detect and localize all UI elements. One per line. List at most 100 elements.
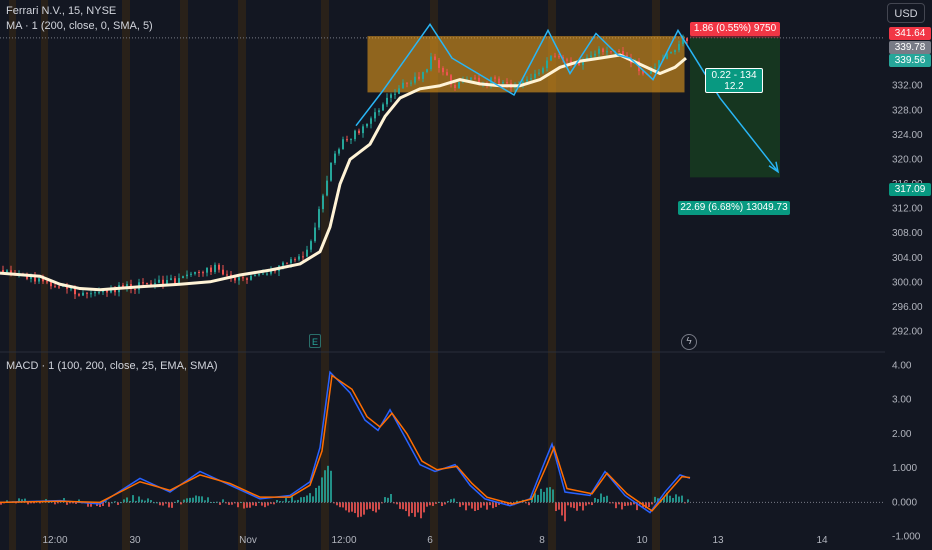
macd-histogram-bar: [87, 502, 89, 507]
candle-body: [98, 292, 100, 294]
candle-body: [450, 75, 452, 85]
macd-histogram-bar: [315, 487, 317, 503]
candle-body: [406, 82, 408, 84]
candle-body: [282, 262, 284, 266]
macd-histogram-bar: [486, 502, 488, 510]
macd-histogram-bar: [489, 502, 491, 506]
macd-histogram-bar: [90, 502, 92, 507]
candle-body: [338, 149, 340, 154]
macd-histogram-bar: [552, 489, 554, 503]
candle-body: [494, 77, 496, 79]
currency-button[interactable]: USD: [887, 3, 925, 23]
macd-histogram-bar: [354, 502, 356, 514]
macd-indicator-label[interactable]: MACD · 1 (100, 200, close, 25, EMA, SMA): [6, 360, 218, 372]
macd-histogram-bar: [567, 502, 569, 506]
macd-histogram-bar: [534, 493, 536, 503]
candle-body: [298, 256, 300, 260]
macd-histogram-bar: [657, 498, 659, 503]
candle-body: [82, 292, 84, 296]
macd-histogram-bar: [123, 499, 125, 503]
macd-histogram-bar: [396, 502, 398, 505]
candle-body: [422, 72, 424, 79]
candle-body: [314, 227, 316, 242]
lightning-icon[interactable]: ϟ: [681, 334, 697, 350]
ma-indicator-label[interactable]: MA · 1 (200, close, 0, SMA, 5): [6, 20, 153, 32]
stop-price-tag: 341.64: [889, 27, 931, 40]
price-axis-tick: 304.00: [892, 253, 923, 264]
macd-histogram-bar: [564, 502, 566, 522]
macd-histogram-bar: [432, 502, 434, 506]
macd-histogram-bar: [366, 502, 368, 510]
macd-histogram-bar: [276, 500, 278, 503]
candle-body: [678, 44, 680, 51]
macd-histogram-bar: [126, 497, 128, 503]
candle-body: [402, 82, 404, 89]
macd-histogram-bar: [498, 502, 500, 505]
candle-body: [114, 289, 116, 293]
risk-reward-label[interactable]: 0.22 - 134 12.2: [705, 68, 763, 93]
macd-histogram-bar: [402, 502, 404, 510]
time-axis-tick: Nov: [239, 535, 257, 546]
macd-histogram-bar: [165, 502, 167, 504]
macd-histogram-bar: [303, 496, 305, 503]
macd-histogram-bar: [468, 502, 470, 506]
macd-histogram-bar: [360, 502, 362, 517]
symbol-title: Ferrari N.V., 15, NYSE: [6, 5, 117, 17]
candle-body: [666, 53, 668, 59]
macd-histogram-bar: [222, 499, 224, 503]
macd-histogram-bar: [75, 502, 77, 504]
macd-histogram-bar: [135, 500, 137, 503]
macd-histogram-bar: [363, 502, 365, 515]
candle-body: [526, 79, 528, 82]
risk-label: 1.86 (0.55%) 9750: [690, 22, 780, 36]
price-axis-tick: 308.00: [892, 228, 923, 239]
macd-histogram-bar: [6, 500, 8, 503]
macd-histogram-bar: [549, 487, 551, 503]
macd-histogram-bar: [273, 502, 275, 505]
macd-histogram-bar: [543, 491, 545, 503]
time-axis-tick: 12:00: [42, 535, 67, 546]
macd-histogram-bar: [666, 492, 668, 503]
session-band: [652, 0, 660, 550]
candle-body: [150, 283, 152, 285]
macd-histogram-bar: [414, 502, 416, 517]
macd-histogram-bar: [147, 498, 149, 503]
candle-body: [386, 97, 388, 105]
candle-body: [546, 60, 548, 69]
macd-histogram-bar: [537, 494, 539, 503]
candle-body: [610, 51, 612, 53]
macd-histogram-bar: [645, 502, 647, 509]
earnings-marker[interactable]: E: [309, 334, 321, 348]
projection-arrow-head: [768, 161, 780, 174]
macd-histogram-bar: [678, 496, 680, 503]
macd-histogram-bar: [630, 502, 632, 506]
projection-pattern-line: [355, 22, 779, 173]
candle-body: [438, 60, 440, 68]
macd-histogram-bar: [291, 496, 293, 503]
macd-line: [0, 370, 691, 514]
macd-histogram-bar: [78, 499, 80, 503]
macd-histogram-bar: [597, 499, 599, 503]
macd-histogram-bar: [621, 502, 623, 510]
candle-body: [410, 82, 412, 84]
macd-histogram-bar: [186, 498, 188, 503]
macd-histogram-bar: [681, 495, 683, 503]
macd-histogram-bar: [282, 501, 284, 503]
price-axis-tick: 324.00: [892, 130, 923, 141]
macd-histogram-bar: [177, 500, 179, 503]
candle-body: [110, 289, 112, 293]
candle-body: [322, 195, 324, 210]
macd-histogram-bar: [18, 498, 20, 503]
macd-histogram-bar: [663, 497, 665, 503]
candle-body: [166, 279, 168, 285]
candle-body: [414, 76, 416, 83]
candle-body: [302, 256, 304, 258]
macd-histogram-bar: [180, 502, 182, 505]
session-band: [41, 0, 48, 550]
candle-body: [170, 278, 172, 280]
candle-body: [350, 139, 352, 141]
macd-histogram-bar: [573, 502, 575, 509]
candle-body: [674, 50, 676, 53]
macd-histogram-bar: [231, 502, 233, 505]
